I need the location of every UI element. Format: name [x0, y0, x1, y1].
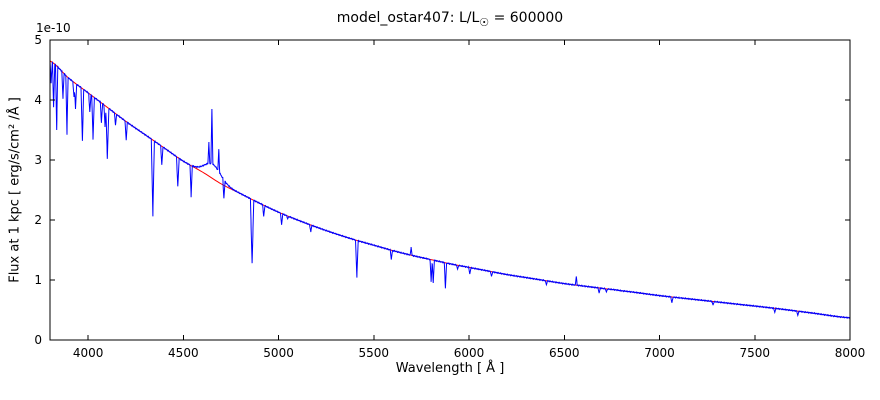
y-tick-label: 5 — [34, 33, 42, 47]
x-tick-label: 5500 — [359, 346, 390, 360]
chart-title: model_ostar407: L/L☉ = 600000 — [50, 10, 850, 29]
x-tick-label: 4000 — [73, 346, 104, 360]
y-axis-offset-label: 1e-10 — [36, 21, 71, 35]
x-tick-label: 7500 — [739, 346, 770, 360]
title-text: model_ostar407: L/L — [336, 10, 480, 26]
x-tick-label: 7000 — [644, 346, 675, 360]
x-tick-label: 5000 — [263, 346, 294, 360]
x-tick-label: 6000 — [454, 346, 485, 360]
plot-area — [50, 40, 850, 340]
y-tick-label: 3 — [34, 153, 42, 167]
y-tick-label: 2 — [34, 213, 42, 227]
y-tick-label: 0 — [34, 333, 42, 347]
x-axis-label: Wavelength [ Å ] — [395, 361, 505, 376]
spectrum-line — [49, 60, 851, 320]
y-tick-label: 1 — [34, 273, 42, 287]
x-tick-label: 8000 — [835, 346, 866, 360]
plot-frame — [49, 39, 851, 341]
x-tick-label: 4500 — [168, 346, 199, 360]
title-text-suffix: = 600000 — [489, 10, 564, 26]
y-axis-label: Flux at 1 kpc [ erg/s/cm² /Å ] — [7, 97, 23, 283]
x-tick-label: 6500 — [549, 346, 580, 360]
y-tick-label: 4 — [34, 93, 42, 107]
title-sun-symbol: ☉ — [479, 15, 490, 29]
